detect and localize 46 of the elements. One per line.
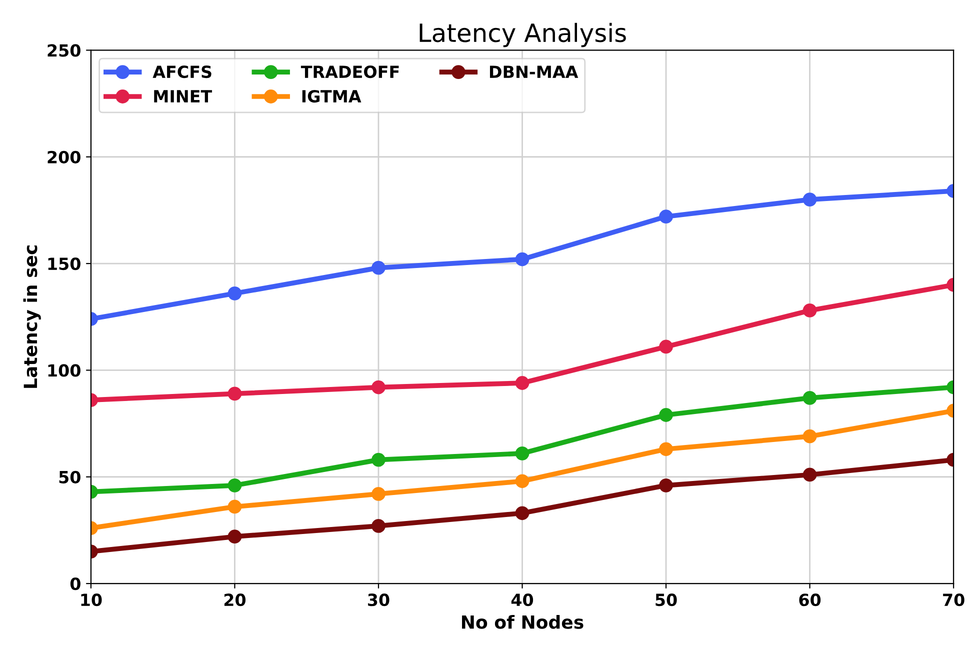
point (515, 446, 530, 460)
legend-label: AFCFS (152, 66, 212, 78)
x-tick-label: 40 (511, 594, 534, 606)
point (659, 478, 673, 492)
point (228, 500, 242, 514)
y-axis-title: Latency in sec (23, 245, 41, 388)
legend-label: DBN-MAA (490, 66, 578, 78)
point (228, 386, 242, 401)
point (515, 506, 530, 520)
x-tick-label: 20 (224, 594, 246, 606)
y-tick-label: 250 (48, 44, 80, 57)
point (659, 210, 673, 224)
point (515, 376, 530, 390)
point (372, 260, 386, 275)
point (228, 286, 242, 300)
x-tick-label: 30 (368, 594, 390, 606)
x-tick-label: 60 (799, 594, 821, 606)
point (659, 340, 673, 354)
y-tick-label: 150 (48, 258, 80, 270)
x-tick-label: 50 (656, 594, 677, 606)
point (515, 474, 530, 488)
point (802, 304, 817, 318)
y-tick-label: 200 (48, 150, 80, 164)
legend-label: MINET (154, 90, 212, 102)
y-tick-label: 0 (70, 578, 80, 590)
point (372, 380, 386, 394)
point (802, 429, 817, 444)
point (372, 518, 386, 533)
legend-label: TRADEOFF (300, 66, 399, 78)
point (802, 390, 817, 405)
point (659, 442, 673, 456)
point (515, 252, 530, 266)
x-tick-label: 10 (81, 594, 102, 606)
point (372, 486, 386, 501)
point (802, 468, 817, 482)
chart-title: Latency Analysis (420, 22, 626, 48)
y-tick-label: 50 (59, 470, 80, 484)
point (228, 530, 242, 544)
x-axis-title: No of Nodes (462, 614, 584, 629)
point (228, 478, 242, 492)
y-tick-label: 100 (48, 364, 80, 377)
point (802, 192, 817, 206)
point (372, 452, 386, 467)
legend-label: IGTMA (302, 90, 362, 103)
x-tick-label: 70 (943, 594, 964, 606)
point (659, 408, 673, 422)
